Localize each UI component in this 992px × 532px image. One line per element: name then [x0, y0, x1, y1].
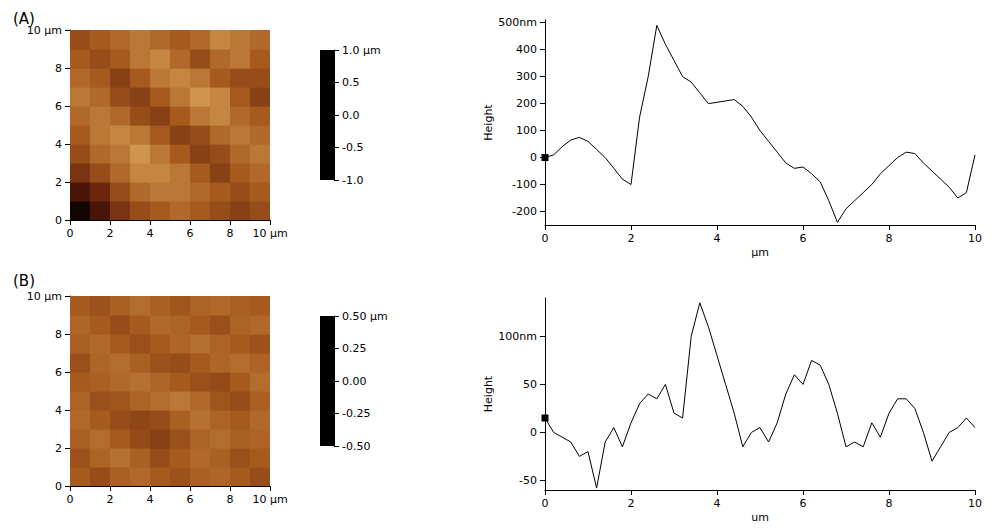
svg-text:-0.50: -0.50 [342, 440, 370, 453]
svg-text:8: 8 [227, 227, 234, 240]
svg-text:2: 2 [107, 493, 114, 506]
svg-text:8: 8 [227, 493, 234, 506]
svg-text:500nm: 500nm [498, 16, 537, 29]
svg-text:4: 4 [714, 497, 721, 510]
svg-text:-0.25: -0.25 [342, 407, 370, 420]
svg-text:0: 0 [55, 214, 62, 227]
svg-text:-50: -50 [519, 474, 537, 487]
svg-text:0: 0 [542, 497, 549, 510]
svg-text:4: 4 [55, 138, 62, 151]
svg-text:0.25: 0.25 [342, 342, 367, 355]
svg-text:Height: Height [482, 104, 495, 141]
svg-text:0: 0 [542, 232, 549, 245]
svg-text:4: 4 [147, 493, 154, 506]
svg-text:4: 4 [714, 232, 721, 245]
svg-text:2: 2 [107, 227, 114, 240]
svg-text:0.5: 0.5 [342, 76, 360, 89]
svg-text:6: 6 [800, 232, 807, 245]
svg-text:8: 8 [55, 328, 62, 341]
svg-text:400: 400 [516, 43, 537, 56]
svg-text:10: 10 [968, 232, 982, 245]
svg-text:2: 2 [628, 497, 635, 510]
svg-text:10 μm: 10 μm [252, 493, 287, 506]
svg-text:0: 0 [530, 426, 537, 439]
svg-text:0: 0 [530, 151, 537, 164]
svg-text:100: 100 [516, 124, 537, 137]
svg-text:0: 0 [55, 480, 62, 493]
svg-text:8: 8 [55, 62, 62, 75]
svg-text:50: 50 [523, 378, 537, 391]
svg-text:-100: -100 [512, 178, 537, 191]
svg-text:-1.0: -1.0 [342, 174, 363, 187]
svg-text:2: 2 [628, 232, 635, 245]
svg-text:100nm: 100nm [498, 330, 537, 343]
svg-text:0.00: 0.00 [342, 375, 367, 388]
svg-text:10 μm: 10 μm [252, 227, 287, 240]
svg-text:200: 200 [516, 97, 537, 110]
svg-text:um: um [751, 511, 769, 524]
svg-text:2: 2 [55, 442, 62, 455]
svg-text:10 μm: 10 μm [27, 290, 62, 303]
svg-text:0.0: 0.0 [342, 109, 360, 122]
svg-text:6: 6 [187, 493, 194, 506]
svg-text:μm: μm [751, 246, 769, 259]
svg-text:300: 300 [516, 70, 537, 83]
svg-text:10 μm: 10 μm [26, 23, 62, 37]
svg-text:Height: Height [482, 375, 495, 412]
svg-text:4: 4 [147, 227, 154, 240]
svg-text:10: 10 [968, 497, 982, 510]
svg-text:6: 6 [55, 100, 62, 113]
svg-text:6: 6 [55, 366, 62, 379]
svg-text:2: 2 [55, 176, 62, 189]
svg-text:4: 4 [55, 404, 62, 417]
svg-text:8: 8 [886, 497, 893, 510]
svg-text:0: 0 [67, 227, 74, 240]
svg-text:6: 6 [800, 497, 807, 510]
svg-text:0.50 μm: 0.50 μm [342, 310, 388, 323]
svg-text:-200: -200 [512, 205, 537, 218]
svg-text:0: 0 [67, 493, 74, 506]
svg-text:8: 8 [886, 232, 893, 245]
svg-text:-0.5: -0.5 [342, 141, 363, 154]
svg-text:6: 6 [187, 227, 194, 240]
svg-text:(B): (B) [13, 272, 35, 290]
svg-text:(A): (A) [13, 10, 35, 28]
svg-text:1.0 μm: 1.0 μm [342, 44, 381, 57]
